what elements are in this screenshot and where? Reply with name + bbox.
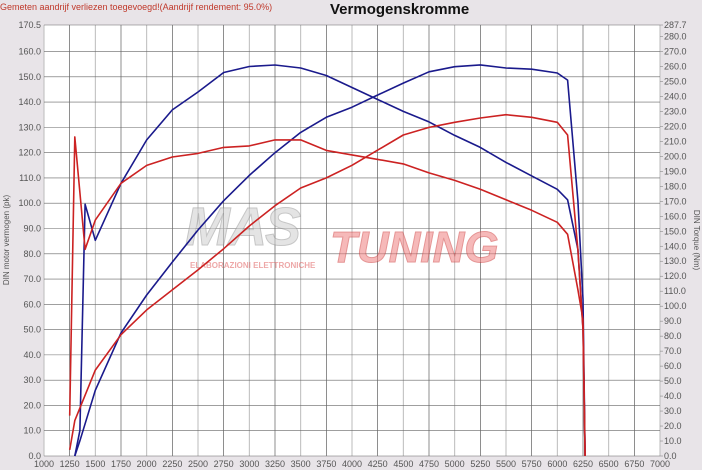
y2-tick-label: 80.0 xyxy=(664,331,682,341)
y2-tick-label: 160.0 xyxy=(664,211,687,221)
x-tick-label: 5000 xyxy=(445,459,465,469)
y2-tick-label: 0.0 xyxy=(664,451,677,461)
x-tick-label: 4250 xyxy=(368,459,388,469)
y2-tick-label: 190.0 xyxy=(664,166,687,176)
y-tick-label: 70.0 xyxy=(23,274,41,284)
y2-tick-label: 240.0 xyxy=(664,91,687,101)
y2-tick-label: 260.0 xyxy=(664,61,687,71)
x-tick-label: 3250 xyxy=(265,459,285,469)
y-tick-label: 60.0 xyxy=(23,299,41,309)
x-tick-label: 1250 xyxy=(60,459,80,469)
y-tick-label: 170.5 xyxy=(18,20,41,30)
x-tick-label: 6250 xyxy=(573,459,593,469)
svg-text:ELABORAZIONI ELETTRONICHE: ELABORAZIONI ELETTRONICHE xyxy=(190,261,316,270)
tick-labels: 1000 1250 1500 1750 2000 2250 2500 2750 3000 3250… xyxy=(18,20,686,469)
y-tick-label: 120.0 xyxy=(18,148,41,158)
y-tick-label: 160.0 xyxy=(18,47,41,57)
y-tick-label: 50.0 xyxy=(23,325,41,335)
y2-tick-label: 60.0 xyxy=(664,361,682,371)
x-tick-label: 2750 xyxy=(214,459,234,469)
chart-title: Vermogenskromme xyxy=(330,1,470,18)
x-tick-label: 4750 xyxy=(419,459,439,469)
y2-tick-label: 20.0 xyxy=(664,421,682,431)
watermark-logo: MAS TUNING ELABORAZIONI ELETTRONICHE xyxy=(185,197,500,273)
y-tick-label: 100.0 xyxy=(18,198,41,208)
y2-tick-label: 170.0 xyxy=(664,196,687,206)
x-tick-label: 6750 xyxy=(624,459,644,469)
y-tick-label: 80.0 xyxy=(23,249,41,259)
y2-tick-label: 230.0 xyxy=(664,106,687,116)
x-tick-label: 7000 xyxy=(650,459,670,469)
y2-tick-label: 10.0 xyxy=(664,436,682,446)
y2-tick-label: 200.0 xyxy=(664,151,687,161)
y2-tick-label: 30.0 xyxy=(664,406,682,416)
y2-tick-label: 180.0 xyxy=(664,181,687,191)
y2-axis-label: DIN Torque (Nm) xyxy=(692,210,701,271)
y-tick-label: 0.0 xyxy=(28,451,41,461)
svg-text:TUNING: TUNING xyxy=(330,223,499,272)
y2-tick-label: 250.0 xyxy=(664,76,687,86)
y-tick-label: 150.0 xyxy=(18,72,41,82)
svg-text:MAS: MAS xyxy=(185,197,301,257)
x-tick-label: 5500 xyxy=(496,459,516,469)
y2-tick-label: 100.0 xyxy=(664,301,687,311)
x-tick-label: 2250 xyxy=(162,459,182,469)
x-tick-label: 3500 xyxy=(291,459,311,469)
y2-tick-label: 70.0 xyxy=(664,346,682,356)
y2-tick-label: 130.0 xyxy=(664,256,687,266)
torque-curve-2 xyxy=(68,136,586,457)
grid xyxy=(43,24,661,457)
y-tick-label: 20.0 xyxy=(23,400,41,410)
x-tick-label: 4500 xyxy=(393,459,413,469)
y2-tick-label: 150.0 xyxy=(664,226,687,236)
x-tick-label: 5250 xyxy=(470,459,490,469)
y-tick-label: 140.0 xyxy=(18,97,41,107)
y-tick-label: 10.0 xyxy=(23,426,41,436)
y-tick-label: 110.0 xyxy=(19,173,41,183)
power-curve-1 xyxy=(74,64,586,457)
y2-tick-label: 287.7 xyxy=(664,20,687,30)
y2-tick-label: 120.0 xyxy=(664,271,687,281)
y-axis-label: DIN motor vermogen (pk) xyxy=(2,195,11,286)
y-tick-label: 40.0 xyxy=(23,350,41,360)
y2-tick-label: 270.0 xyxy=(664,47,687,57)
x-tick-label: 2500 xyxy=(188,459,208,469)
y2-tick-label: 110.0 xyxy=(664,286,686,296)
y-tick-label: 30.0 xyxy=(23,375,41,385)
y2-tick-label: 210.0 xyxy=(664,136,687,146)
x-tick-label: 6000 xyxy=(547,459,567,469)
x-tick-label: 5750 xyxy=(522,459,542,469)
power-curve-3 xyxy=(68,113,586,457)
y-tick-label: 90.0 xyxy=(23,223,41,233)
x-tick-label: 4000 xyxy=(342,459,362,469)
y2-tick-label: 40.0 xyxy=(664,391,682,401)
torque-curve-0 xyxy=(74,64,586,457)
y2-tick-label: 90.0 xyxy=(664,316,682,326)
x-tick-label: 3000 xyxy=(239,459,259,469)
drive-loss-note: Gemeten aandrijf verliezen toegevoegd!(A… xyxy=(0,2,273,12)
x-tick-label: 1000 xyxy=(34,459,54,469)
x-tick-label: 2000 xyxy=(137,459,157,469)
y2-tick-label: 50.0 xyxy=(664,376,682,386)
y2-tick-label: 140.0 xyxy=(664,241,687,251)
x-tick-label: 3750 xyxy=(316,459,336,469)
y-tick-label: 130.0 xyxy=(18,122,41,132)
x-tick-label: 6500 xyxy=(599,459,619,469)
series-lines xyxy=(68,64,586,457)
y2-tick-label: 280.0 xyxy=(664,32,687,42)
x-tick-label: 1500 xyxy=(85,459,105,469)
y2-tick-label: 220.0 xyxy=(664,121,687,131)
x-tick-label: 1750 xyxy=(111,459,131,469)
